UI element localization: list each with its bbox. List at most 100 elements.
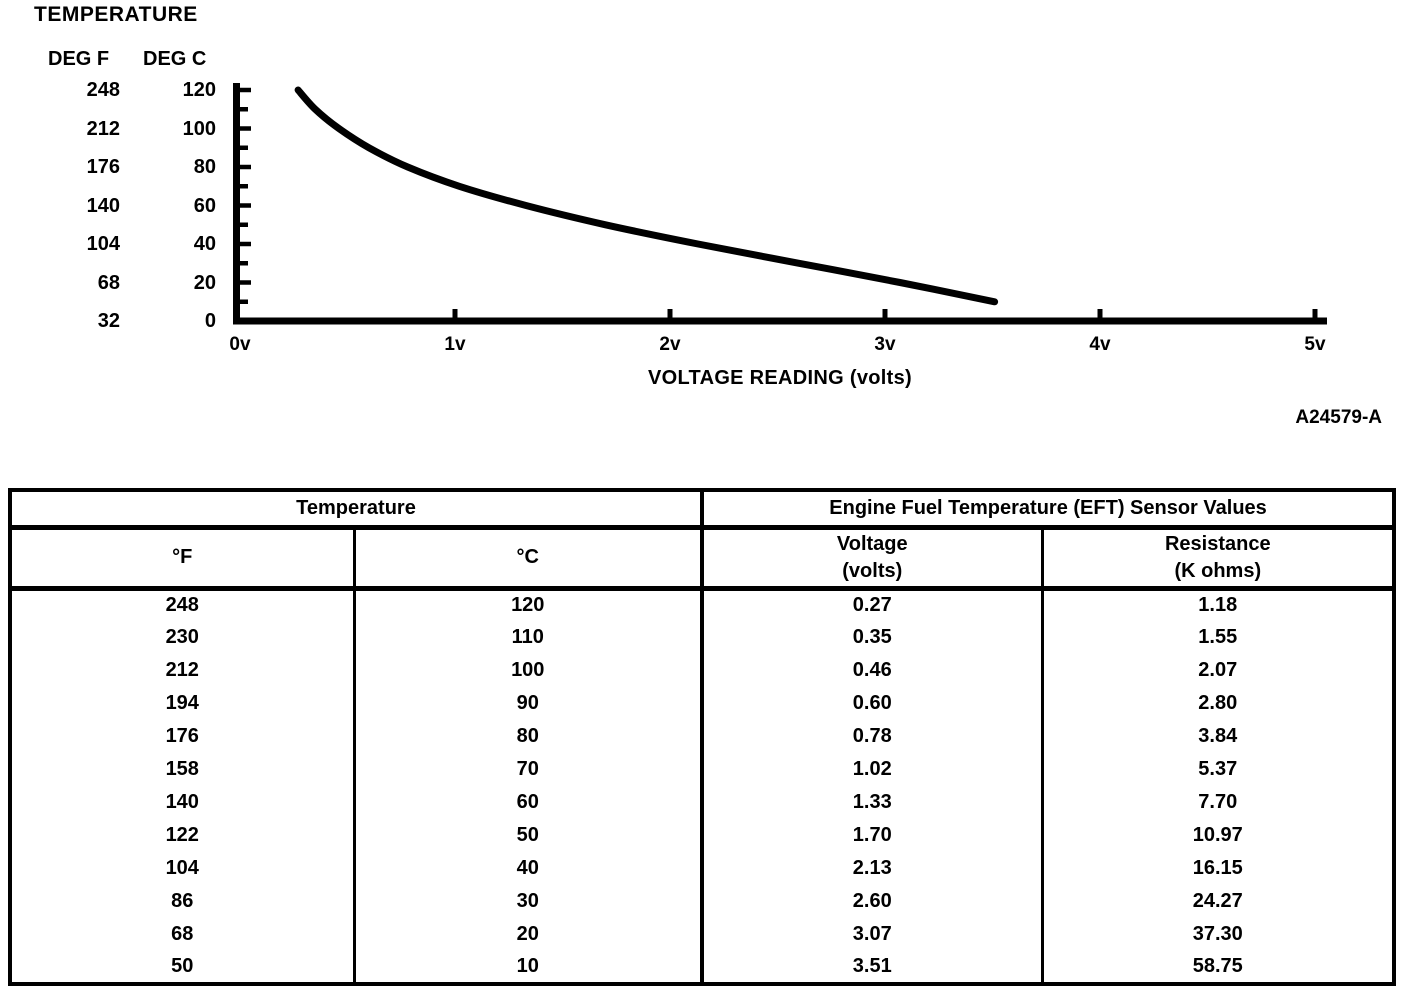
- voltage-value: 0.35: [700, 621, 1043, 654]
- eft-temperature-curve: [294, 86, 999, 306]
- deg-c-value: 40: [352, 852, 703, 885]
- x-axis-tick-label: 3v: [874, 334, 896, 355]
- resistance-value: 10.97: [1040, 819, 1395, 852]
- y-scale-row: 68 20: [0, 271, 230, 295]
- resistance-column-header: Resistance (K ohms): [1040, 527, 1395, 591]
- deg-f-scale-header: DEG F: [48, 48, 110, 70]
- resistance-value: 2.80: [1040, 687, 1395, 720]
- resistance-value: 24.27: [1040, 885, 1395, 918]
- deg-f-value: 50: [171, 955, 194, 977]
- voltage-value: 1.33: [700, 786, 1043, 819]
- deg-c-tick-label: 60: [193, 194, 216, 217]
- voltage-value: 2.60: [700, 885, 1043, 918]
- voltage-value: 0.46: [700, 654, 1043, 687]
- deg-f-value: 122: [165, 824, 199, 846]
- voltage-value: 0.60: [700, 687, 1043, 720]
- x-axis-tick-label: 2v: [659, 334, 681, 355]
- plot-area: [233, 83, 1327, 325]
- voltage-value: 3.07: [700, 918, 1043, 951]
- deg-f-value: 194: [165, 692, 199, 714]
- voltage-value: 0.78: [700, 720, 1043, 753]
- table-row: 176 80 0.78 3.84: [10, 720, 1395, 753]
- y-scale-row: 176 80: [0, 155, 230, 179]
- column-header-row: °F °C Voltage (volts) Resistance (K ohms…: [10, 527, 1395, 591]
- table-row: 104 40 2.13 16.15: [10, 852, 1395, 885]
- deg-f-tick-label: 140: [86, 194, 120, 217]
- y-scale-row: 104 40: [0, 232, 230, 256]
- temperature-group-header: Temperature: [10, 490, 703, 530]
- deg-f-tick-label: 32: [97, 310, 120, 332]
- table-row: 248 120 0.27 1.18: [10, 588, 1395, 621]
- deg-c-value: 10: [352, 951, 703, 984]
- group-header-row: Temperature Engine Fuel Temperature (EFT…: [10, 490, 1395, 530]
- deg-c-column-header: °C: [352, 527, 703, 591]
- table-row: 50 10 3.51 58.75: [10, 951, 1395, 984]
- deg-f-value: 212: [165, 659, 199, 681]
- y-scale-row: 32 0: [0, 309, 230, 333]
- deg-c-value: 120: [352, 588, 703, 621]
- voltage-column-header: Voltage (volts): [700, 527, 1043, 591]
- table-row: 122 50 1.70 10.97: [10, 819, 1395, 852]
- deg-f-tick-label: 212: [86, 117, 120, 140]
- table-row: 86 30 2.60 24.27: [10, 885, 1395, 918]
- deg-f-value: 176: [165, 725, 199, 747]
- deg-c-value: 110: [352, 621, 703, 654]
- deg-f-value: 230: [165, 626, 199, 648]
- figure-code: A24579-A: [1295, 407, 1382, 428]
- deg-f-value: 104: [165, 857, 199, 879]
- deg-c-tick-label: 120: [182, 79, 216, 101]
- deg-f-value: 158: [165, 758, 199, 780]
- deg-f-value: 248: [165, 594, 199, 617]
- deg-f-value: 86: [171, 890, 194, 912]
- x-axis-tick-label: 1v: [444, 334, 466, 355]
- table-row: 212 100 0.46 2.07: [10, 654, 1395, 687]
- deg-f-value: 140: [165, 791, 199, 813]
- resistance-value: 16.15: [1040, 852, 1395, 885]
- voltage-value: 3.51: [700, 951, 1043, 984]
- resistance-value: 1.55: [1040, 621, 1395, 654]
- table-row: 140 60 1.33 7.70: [10, 786, 1395, 819]
- deg-f-tick-label: 104: [86, 233, 120, 255]
- deg-c-value: 80: [352, 720, 703, 753]
- y-axis-scale: 248 120 212 100 176 80 140 60 104 40 68 20 32 0: [0, 0, 230, 360]
- eft-sensor-values-table: Temperature Engine Fuel Temperature (EFT…: [8, 488, 1397, 986]
- y-scale-row: 248 120: [0, 78, 230, 102]
- x-axis-title: VOLTAGE READING (volts): [648, 367, 912, 389]
- deg-c-scale-header: DEG C: [143, 48, 207, 70]
- deg-f-value: 68: [171, 923, 194, 945]
- deg-c-value: 60: [352, 786, 703, 819]
- chart-title: TEMPERATURE: [34, 3, 198, 26]
- y-scale-row: 140 60: [0, 194, 230, 218]
- resistance-value: 7.70: [1040, 786, 1395, 819]
- table-row: 194 90 0.60 2.80: [10, 687, 1395, 720]
- x-axis-tick-label: 0v: [229, 334, 251, 355]
- voltage-value: 1.70: [700, 819, 1043, 852]
- deg-f-tick-label: 176: [86, 156, 120, 178]
- x-axis-tick-label: 5v: [1304, 334, 1326, 355]
- deg-f-tick-label: 68: [97, 271, 120, 294]
- deg-c-tick-label: 20: [193, 271, 216, 294]
- eft-sensor-values-group-header: Engine Fuel Temperature (EFT) Sensor Val…: [700, 490, 1395, 530]
- table-row: 68 20 3.07 37.30: [10, 918, 1395, 951]
- voltage-value: 2.13: [700, 852, 1043, 885]
- voltage-value: 1.02: [700, 753, 1043, 786]
- deg-c-value: 50: [352, 819, 703, 852]
- deg-f-tick-label: 248: [86, 79, 120, 101]
- deg-c-tick-label: 40: [193, 233, 216, 255]
- table-row: 230 110 0.35 1.55: [10, 621, 1395, 654]
- deg-c-value: 90: [352, 687, 703, 720]
- resistance-value: 2.07: [1040, 654, 1395, 687]
- resistance-value: 3.84: [1040, 720, 1395, 753]
- y-scale-row: 212 100: [0, 117, 230, 141]
- deg-c-tick-label: 80: [193, 156, 216, 178]
- deg-c-value: 100: [352, 654, 703, 687]
- deg-c-tick-label: 0: [204, 310, 216, 332]
- voltage-value: 0.27: [700, 588, 1043, 621]
- resistance-value: 1.18: [1040, 588, 1395, 621]
- resistance-value: 5.37: [1040, 753, 1395, 786]
- table-row: 158 70 1.02 5.37: [10, 753, 1395, 786]
- x-axis-tick-label: 4v: [1089, 334, 1111, 355]
- deg-c-value: 30: [352, 885, 703, 918]
- resistance-value: 58.75: [1040, 951, 1395, 984]
